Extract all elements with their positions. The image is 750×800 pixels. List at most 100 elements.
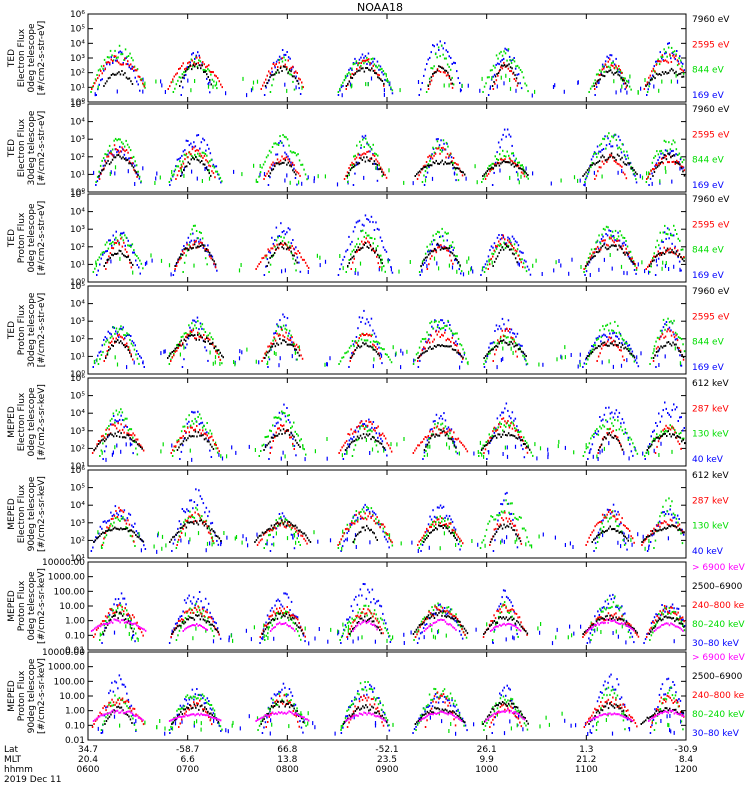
flux-point xyxy=(583,173,586,176)
flux-point xyxy=(286,51,288,53)
flux-point xyxy=(636,355,638,360)
flux-point xyxy=(131,243,134,246)
flux-point xyxy=(359,346,361,349)
flux-point xyxy=(129,351,131,354)
flux-point xyxy=(351,77,354,79)
flux-point xyxy=(669,53,671,56)
flux-point xyxy=(295,154,298,157)
flux-point xyxy=(302,444,304,447)
y-axis-label: MEPEDElectron Flux90deg telescope[#/cm2-… xyxy=(7,476,47,552)
flux-point xyxy=(282,334,284,337)
flux-point xyxy=(119,73,122,76)
flux-point xyxy=(364,134,367,137)
flux-point xyxy=(373,63,376,66)
flux-point xyxy=(95,359,97,362)
flux-point xyxy=(595,337,598,340)
flux-point xyxy=(282,411,284,414)
flux-point xyxy=(508,415,511,418)
flux-point xyxy=(176,439,178,442)
flux-point xyxy=(519,258,521,261)
flux-point xyxy=(439,345,442,348)
flux-point xyxy=(99,263,101,266)
flux-point xyxy=(486,260,488,263)
flux-point xyxy=(374,348,376,351)
flux-point xyxy=(661,157,663,160)
flux-point xyxy=(631,350,634,353)
flux-point xyxy=(617,73,619,76)
flux-point xyxy=(604,135,606,138)
flux-point xyxy=(611,411,613,414)
flux-point xyxy=(373,57,376,60)
flux-point xyxy=(489,263,491,266)
flux-point xyxy=(194,334,196,337)
flux-point xyxy=(174,265,176,267)
flux-point xyxy=(178,440,180,443)
flux-point xyxy=(451,160,453,163)
flux-point xyxy=(654,354,656,357)
flux-point xyxy=(129,261,131,264)
flux-point xyxy=(447,319,449,322)
flux-point xyxy=(199,428,201,431)
flux-point xyxy=(439,432,442,435)
flux-point xyxy=(179,343,181,346)
flux-point xyxy=(381,440,384,443)
flux-point xyxy=(218,177,221,180)
flux-point xyxy=(383,348,385,351)
flux-point xyxy=(495,164,498,167)
flux-point xyxy=(419,274,421,276)
flux-point xyxy=(454,259,456,262)
flux-point xyxy=(503,160,505,162)
flux-point xyxy=(445,49,447,52)
flux-point xyxy=(504,335,506,338)
flux-point xyxy=(429,257,432,260)
flux-point xyxy=(624,88,626,91)
flux-point xyxy=(266,74,268,77)
flux-point xyxy=(295,343,298,346)
flux-point xyxy=(340,86,343,89)
flux-point xyxy=(652,74,654,77)
flux-point xyxy=(115,148,117,151)
flux-point xyxy=(624,173,626,176)
flux-point xyxy=(511,144,513,147)
flux-point xyxy=(366,218,368,220)
flux-point xyxy=(214,74,216,77)
flux-point xyxy=(599,78,601,81)
flux-point xyxy=(436,69,439,72)
flux-point xyxy=(214,263,217,266)
flux-point xyxy=(185,70,187,73)
flux-point xyxy=(197,416,199,418)
flux-point xyxy=(594,255,596,257)
flux-point xyxy=(283,403,285,406)
flux-point xyxy=(384,270,386,273)
flux-point xyxy=(217,173,219,176)
flux-point xyxy=(217,77,219,80)
flux-point xyxy=(283,315,286,318)
flux-point xyxy=(661,79,663,84)
flux-point xyxy=(96,74,98,76)
flux-point xyxy=(367,321,370,324)
flux-point xyxy=(219,176,222,179)
flux-point xyxy=(607,158,610,161)
flux-point xyxy=(291,343,293,346)
flux-point xyxy=(646,94,648,96)
flux-point xyxy=(264,160,266,163)
flux-point xyxy=(102,253,104,256)
flux-point xyxy=(377,76,379,79)
flux-point xyxy=(522,172,524,175)
flux-point xyxy=(661,71,664,74)
flux-point xyxy=(679,59,682,62)
flux-point xyxy=(304,173,307,176)
flux-point xyxy=(265,156,268,159)
flux-point xyxy=(284,59,287,62)
flux-point xyxy=(619,443,622,446)
flux-point xyxy=(268,358,271,361)
flux-point xyxy=(447,232,449,235)
flux-point xyxy=(558,259,560,263)
flux-point xyxy=(679,337,681,339)
flux-point xyxy=(258,455,260,457)
flux-point xyxy=(678,350,680,352)
flux-point xyxy=(122,73,125,76)
flux-point xyxy=(659,231,661,234)
flux-point xyxy=(377,353,379,356)
flux-point xyxy=(372,247,374,250)
